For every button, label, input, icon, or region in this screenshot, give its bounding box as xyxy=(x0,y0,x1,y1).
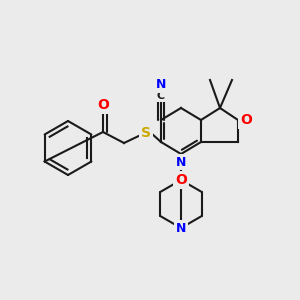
Text: S: S xyxy=(141,126,151,140)
Text: N: N xyxy=(176,155,186,169)
Text: O: O xyxy=(175,173,187,187)
Text: C: C xyxy=(157,91,165,101)
Text: N: N xyxy=(156,79,166,92)
Text: N: N xyxy=(176,221,186,235)
Text: O: O xyxy=(97,98,109,112)
Text: O: O xyxy=(240,113,252,127)
